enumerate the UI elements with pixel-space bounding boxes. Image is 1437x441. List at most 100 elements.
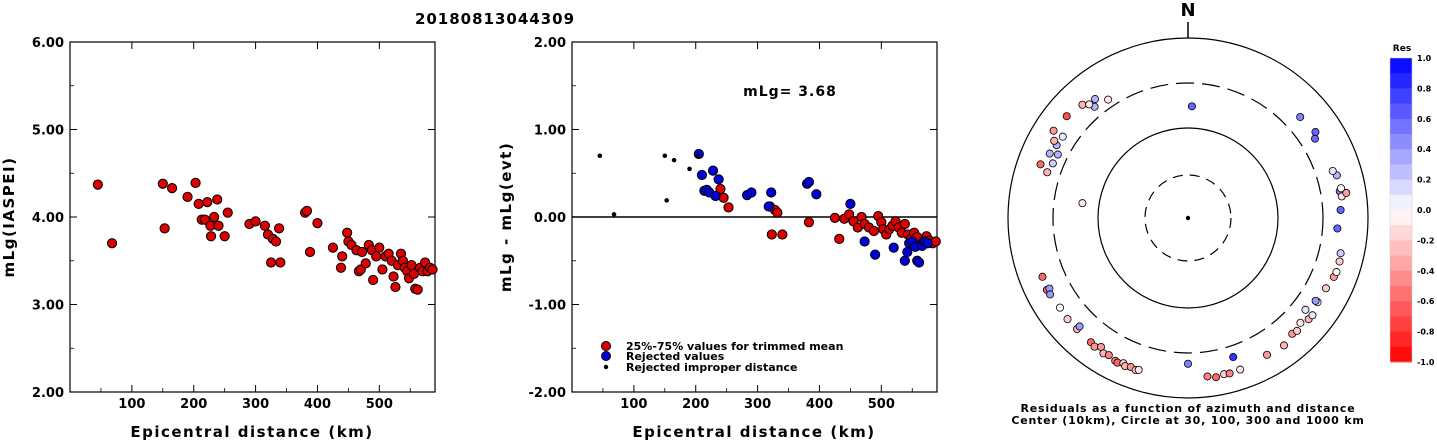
colorbar-block [1390, 210, 1412, 226]
data-point [259, 220, 270, 231]
ring-300km [1052, 82, 1324, 354]
data-point [301, 205, 313, 216]
polar-point [1046, 290, 1055, 299]
polar-point [1332, 268, 1341, 277]
polar-data-points [1036, 95, 1351, 382]
data-point [219, 231, 230, 242]
legend-marker-trimmed [601, 341, 611, 351]
data-point [406, 260, 417, 271]
left-data-points [92, 177, 438, 295]
data-point [374, 242, 385, 253]
polar-point [1296, 318, 1305, 327]
data-point [388, 271, 399, 282]
x-tick-label: 300 [744, 397, 771, 412]
data-point [157, 178, 168, 189]
data-point [250, 216, 261, 227]
data-point-rejected [803, 176, 815, 188]
data-point-rejected [899, 255, 910, 266]
data-point [222, 207, 233, 218]
colorbar-block [1390, 134, 1412, 150]
data-point-improper [671, 157, 677, 163]
y-tick-label: -2.00 [529, 386, 566, 401]
left-plot-area [69, 41, 436, 393]
polar-point [1310, 134, 1319, 143]
polar-point [1036, 160, 1045, 169]
middle-data-points [597, 148, 941, 268]
data-point-rejected [902, 246, 913, 258]
data-point-trimmed [715, 183, 726, 195]
data-point-rejected [707, 165, 719, 176]
colorbar-block [1390, 149, 1412, 165]
data-point-trimmed [772, 207, 783, 218]
polar-point [1203, 372, 1212, 381]
polar-point [1045, 149, 1054, 158]
colorbar-block [1390, 286, 1412, 302]
polar-center [1185, 215, 1191, 221]
data-point-rejected [766, 187, 777, 198]
data-point [212, 194, 223, 205]
colorbar-label: -1.0 [1417, 358, 1435, 367]
polar-point [1104, 351, 1113, 360]
polar-point [1212, 373, 1221, 382]
data-point [265, 257, 277, 268]
polar-point [1050, 136, 1059, 145]
data-point-rejected [870, 249, 881, 260]
data-point [427, 264, 438, 275]
data-point-rejected [696, 169, 708, 181]
data-point-trimmed [723, 202, 734, 213]
polar-caption-line2: Center (10km), Circle at 30, 100, 300 an… [1011, 414, 1364, 427]
polar-point [1055, 303, 1064, 312]
polar-point [1337, 184, 1346, 193]
data-point [356, 246, 368, 258]
data-point-trimmed [899, 218, 910, 230]
y-tick-label: 0.00 [534, 211, 566, 226]
data-point-rejected [845, 198, 856, 209]
data-point-rejected [811, 189, 822, 200]
data-point [193, 198, 204, 209]
polar-point [1104, 95, 1113, 104]
polar-point [1335, 257, 1344, 266]
polar-point [1321, 284, 1330, 293]
polar-point [1236, 365, 1245, 374]
polar-point [1336, 206, 1345, 215]
data-point [312, 218, 323, 229]
data-point [368, 274, 379, 286]
polar-point [1134, 365, 1143, 374]
data-point [202, 197, 213, 208]
polar-point [1043, 168, 1052, 177]
middle-y-ticks: -2.00 -1.00 0.00 1.00 2.00 [529, 36, 937, 401]
data-point [327, 242, 339, 253]
polar-point [1311, 128, 1320, 137]
y-tick-label: 2.00 [534, 36, 566, 51]
colorbar-block [1390, 88, 1412, 105]
polar-point [1091, 95, 1100, 104]
polar-point [1333, 224, 1342, 233]
middle-x-axis-label: Epicentral distance (km) [632, 423, 875, 441]
data-point [337, 251, 348, 262]
data-point-trimmed [829, 212, 841, 223]
polar-point [1225, 369, 1234, 378]
data-point [371, 251, 382, 262]
x-tick-label: 400 [806, 397, 833, 412]
middle-legend: 25%-75% values for trimmed mean Rejected… [601, 340, 843, 374]
data-point [412, 284, 423, 295]
data-point [335, 262, 347, 273]
polar-point [1293, 326, 1302, 335]
middle-x-ticks: 100 200 300 400 500 [602, 42, 913, 412]
left-y-ticks: 2.00 3.00 4.00 5.00 6.00 [32, 36, 435, 401]
data-point-improper [662, 153, 668, 159]
data-point-rejected [746, 187, 757, 198]
y-tick-label: -1.00 [529, 299, 566, 314]
left-chart: 2.00 3.00 4.00 5.00 6.00 100 200 300 400 500 Epi… [0, 36, 438, 441]
y-tick-label: 3.00 [32, 299, 64, 314]
polar-point [1262, 350, 1271, 359]
polar-point [1058, 132, 1067, 141]
data-point [190, 177, 201, 188]
colorbar-title: Res [1393, 44, 1411, 54]
x-tick-label: 200 [682, 397, 709, 412]
x-tick-label: 500 [868, 397, 895, 412]
data-point-rejected [888, 242, 899, 253]
data-point-rejected [710, 190, 721, 202]
figure-title: 20180813044309 [415, 10, 575, 28]
